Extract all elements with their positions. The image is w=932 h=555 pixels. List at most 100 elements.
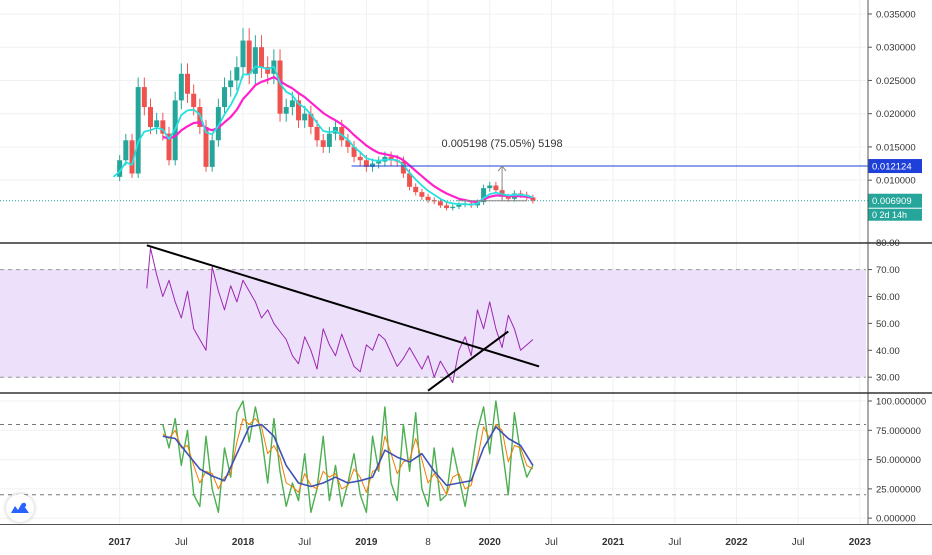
candle-body <box>345 140 351 147</box>
rsi-band <box>0 269 866 378</box>
last-price-tag <box>868 193 922 208</box>
candle-body <box>185 73 191 94</box>
x-tick-label: 2018 <box>232 537 255 548</box>
x-tick-label: Jul <box>175 537 188 548</box>
level-price-tag <box>868 159 922 174</box>
stoch-d-line <box>162 418 534 496</box>
y-tick-label: 0.025000 <box>876 76 916 87</box>
x-tick-label: Jul <box>792 537 805 548</box>
stoch-x-line <box>162 423 534 488</box>
candle-body <box>123 140 129 161</box>
candle-body <box>351 146 357 157</box>
candle-body <box>265 67 271 74</box>
candle-body <box>339 126 345 141</box>
candle-body <box>320 140 326 147</box>
candle-body <box>444 205 450 209</box>
candle-body <box>117 160 123 177</box>
candle-body <box>228 80 234 88</box>
y-tick-label: 30.00 <box>876 373 900 384</box>
y-tick-label: 40.00 <box>876 346 900 357</box>
y-tick-label: 80.00 <box>876 238 900 249</box>
y-tick-label: 0.030000 <box>876 43 916 54</box>
candle-body <box>493 185 499 191</box>
candle-body <box>160 120 166 134</box>
candle-body <box>481 188 487 203</box>
y-tick-label: 0.020000 <box>876 109 916 120</box>
y-tick-label: 100.000000 <box>876 397 926 408</box>
candle-body <box>314 126 320 141</box>
candle-body <box>154 120 160 127</box>
y-tick-label: 0.010000 <box>876 176 916 187</box>
x-tick-label: 2017 <box>109 537 132 548</box>
candle-body <box>222 87 228 108</box>
candle-body <box>407 173 413 187</box>
y-tick-label: 50.00 <box>876 319 900 330</box>
candle-body <box>240 40 246 68</box>
candle-body <box>129 140 135 174</box>
stoch-k-line <box>162 400 534 513</box>
candle-body <box>252 47 258 74</box>
measure-label: 0.005198 (75.05%) 5198 <box>442 138 563 150</box>
candle-body <box>308 113 314 127</box>
candle-body <box>289 100 295 108</box>
candle-body <box>148 107 154 127</box>
candle-body <box>487 185 493 189</box>
candle-body <box>505 196 511 199</box>
candle-body <box>191 93 197 108</box>
countdown-label: 0 2d 14h <box>872 210 907 220</box>
ema-fast-line <box>112 65 534 206</box>
candle-body <box>246 40 252 74</box>
candle-body <box>302 113 308 121</box>
y-tick-label: 75.000000 <box>876 426 921 437</box>
x-tick-label: 2023 <box>849 537 872 548</box>
candle-body <box>450 206 456 209</box>
candle-body <box>135 87 141 174</box>
x-tick-label: 2020 <box>479 537 502 548</box>
candle-body <box>259 47 265 68</box>
candle-body <box>141 87 147 108</box>
y-tick-label: 60.00 <box>876 292 900 303</box>
ema-slow-line <box>162 75 534 204</box>
candle-body <box>203 126 209 167</box>
y-tick-label: 0.035000 <box>876 9 916 20</box>
measure-arrow-head <box>497 165 507 172</box>
x-tick-label: Jul <box>668 537 681 548</box>
candle-body <box>370 163 376 167</box>
candle-body <box>376 161 382 164</box>
candle-body <box>388 156 394 161</box>
candle-body <box>234 67 240 81</box>
candle-body <box>400 161 406 174</box>
candle-body <box>530 197 536 201</box>
tradingview-logo[interactable] <box>6 494 34 522</box>
last-price-label: 0.006909 <box>872 196 912 207</box>
grid-layer <box>0 0 866 524</box>
x-tick-label: 2019 <box>355 537 378 548</box>
x-tick-label: Jul <box>298 537 311 548</box>
rsi-trendline-down <box>146 244 540 368</box>
rsi-trendline-up <box>427 330 509 392</box>
candle-body <box>363 160 369 167</box>
candle-body <box>419 192 425 197</box>
candle-body <box>209 140 215 167</box>
candle-body <box>277 60 283 114</box>
annot-layer: 0.012124 0.006909 0 2d 14h 0.005198 (75.05%… <box>0 138 922 392</box>
band-layer <box>0 269 866 496</box>
x-tick-label: Jul <box>545 537 558 548</box>
candle-body <box>437 201 443 206</box>
candle-body <box>326 133 332 147</box>
rsi-line <box>146 247 534 384</box>
candle-body <box>431 200 437 202</box>
y-tick-label: 0.015000 <box>876 142 916 153</box>
x-tick-label: 2022 <box>725 537 748 548</box>
x-tick-label: 2021 <box>602 537 625 548</box>
y-tick-label: 70.00 <box>876 265 900 276</box>
y-tick-label: 50.000000 <box>876 455 921 466</box>
y-tick-label: 0.000000 <box>876 514 916 525</box>
candle-body <box>413 186 419 193</box>
candle-body <box>357 156 363 161</box>
candle-body <box>178 73 184 101</box>
level-price-label: 0.012124 <box>872 162 912 173</box>
